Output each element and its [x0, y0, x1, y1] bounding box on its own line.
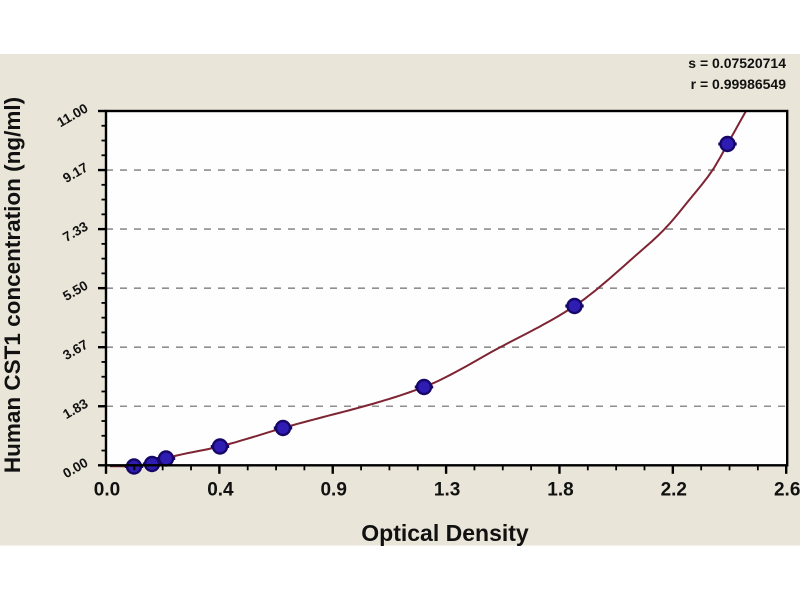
svg-text:Human CST1 concentration (ng/m: Human CST1 concentration (ng/ml): [0, 97, 25, 473]
svg-text:r = 0.99986549: r = 0.99986549: [691, 76, 787, 92]
svg-text:0.9: 0.9: [320, 480, 346, 501]
svg-text:1.3: 1.3: [434, 480, 460, 501]
svg-text:Optical Density: Optical Density: [361, 520, 529, 546]
svg-text:s = 0.07520714: s = 0.07520714: [688, 55, 786, 71]
svg-text:2.2: 2.2: [661, 480, 687, 501]
svg-text:1.8: 1.8: [547, 480, 573, 501]
svg-text:0.4: 0.4: [207, 480, 234, 501]
svg-text:0.0: 0.0: [94, 480, 120, 501]
svg-text:2.6: 2.6: [774, 480, 800, 501]
